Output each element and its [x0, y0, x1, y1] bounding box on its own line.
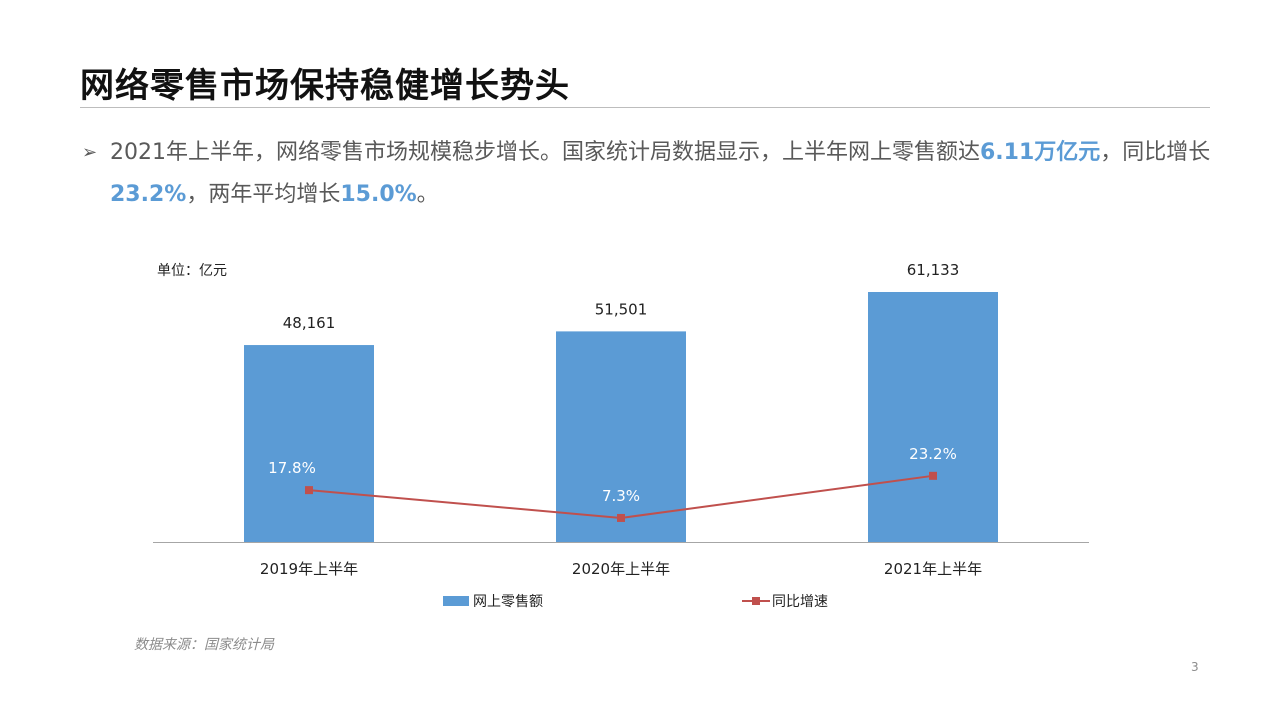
x-tick-label-2: 2020年上半年 [572, 560, 670, 578]
summary-text-3: ，两年平均增长 [186, 182, 341, 207]
summary-text: 2021年上半年，网络零售市场规模稳步增长。国家统计局数据显示，上半年网上零售额… [110, 132, 1232, 216]
x-tick-label-1: 2019年上半年 [260, 560, 358, 578]
data-source-note: 数据来源：国家统计局 [134, 637, 274, 653]
chart-unit-label: 单位：亿元 [157, 263, 227, 279]
growth-point-1 [305, 486, 313, 495]
legend-item-line: 同比增速 [742, 591, 828, 611]
growth-point-3 [929, 471, 937, 480]
growth-point-2 [617, 513, 625, 522]
legend-item-bar: 网上零售额 [443, 591, 543, 611]
bar-3 [868, 292, 998, 542]
growth-label-2: 7.3% [602, 487, 640, 505]
bullet-arrow-icon: ➢ [82, 142, 98, 163]
summary-bullet: ➢ 2021年上半年，网络零售市场规模稳步增长。国家统计局数据显示，上半年网上零… [82, 132, 1232, 216]
bar-1 [244, 345, 374, 542]
legend-label-bar: 网上零售额 [473, 594, 543, 610]
bar-2 [556, 331, 686, 542]
title-divider [80, 107, 1210, 108]
bar-value-label-1: 48,161 [283, 314, 336, 332]
growth-label-3: 23.2% [909, 445, 957, 463]
summary-text-4: 。 [416, 182, 439, 207]
legend-line-swatch [742, 596, 770, 606]
summary-text-2: ，同比增长 [1100, 140, 1211, 165]
legend-label-line: 同比增速 [772, 594, 828, 610]
bar-value-label-3: 61,133 [907, 261, 960, 279]
legend-bar-swatch [443, 596, 469, 606]
slide-title: 网络零售市场保持稳健增长势头 [80, 66, 570, 106]
page-number: 3 [1191, 660, 1199, 674]
growth-label-1: 17.8% [268, 459, 316, 477]
summary-text-1: 2021年上半年，网络零售市场规模稳步增长。国家统计局数据显示，上半年网上零售额… [110, 140, 980, 165]
highlight-sales-value: 6.11万亿元 [980, 140, 1101, 165]
x-tick-label-3: 2021年上半年 [884, 560, 982, 578]
highlight-average-growth: 15.0% [340, 182, 417, 207]
highlight-growth-rate: 23.2% [110, 182, 187, 207]
bar-value-label-2: 51,501 [595, 300, 648, 318]
